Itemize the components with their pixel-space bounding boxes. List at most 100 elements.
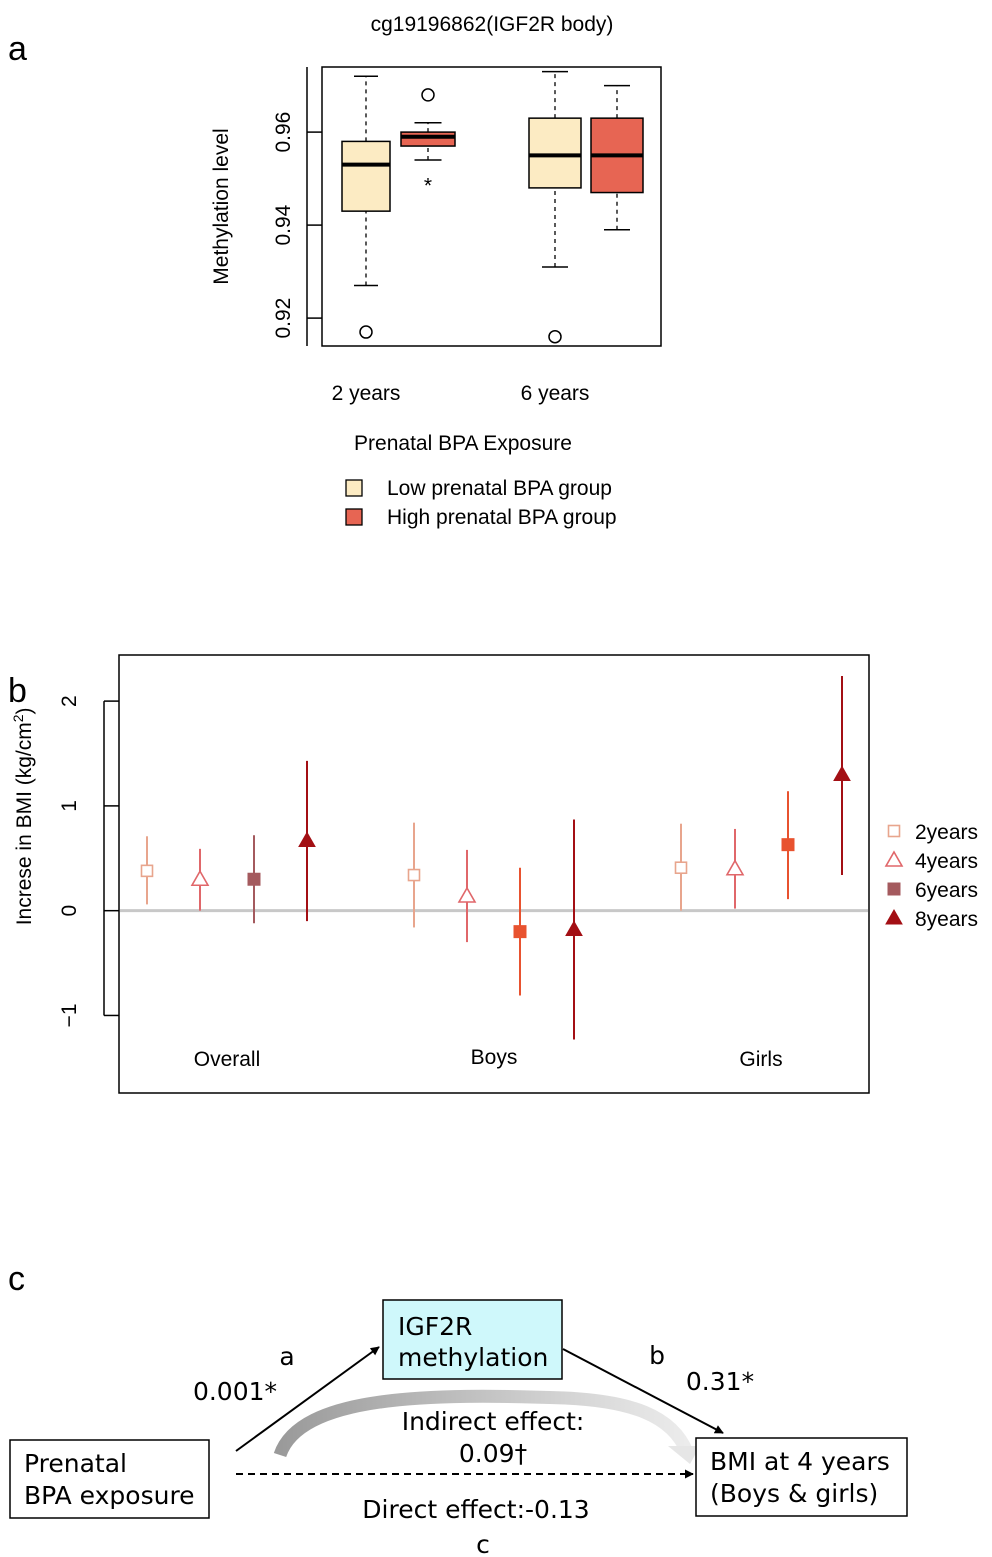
legend-label: Low prenatal BPA group: [387, 477, 612, 500]
chart-b-y-tick-label: 1: [58, 800, 81, 812]
indirect-effect-arc: [273, 1389, 694, 1458]
chart-b-y-tick-label: 0: [58, 905, 81, 917]
path-b-label: b: [649, 1341, 665, 1370]
legend-label: High prenatal BPA group: [387, 506, 617, 529]
point-marker-filled-triangle: [833, 765, 851, 781]
legend-label: 6years: [915, 879, 978, 902]
point-marker-open-square: [674, 861, 688, 875]
chart-a-plot-frame: [321, 66, 662, 347]
box-outlier: [421, 88, 435, 102]
chart-a-title: cg19196862(IGF2R body): [371, 13, 614, 36]
point-marker-open-square: [140, 864, 154, 878]
box-outlier: [548, 329, 562, 344]
indirect-effect-value: 0.09†: [459, 1439, 527, 1468]
chart-b-category-label: Overall: [194, 1048, 261, 1071]
chart-b-y-tick-label: −1: [58, 1003, 81, 1027]
box-1-0: [528, 70, 582, 344]
chart-a-x-categories: 2 years 6 years: [332, 382, 590, 405]
point-2years-Overall: [140, 836, 154, 905]
point-2years-Boys: [407, 822, 421, 928]
point-4years-Boys: [457, 849, 477, 943]
chart-a-x-category: 6 years: [521, 382, 590, 405]
chart-b-y-axis: −1 0 1 2: [58, 695, 119, 1027]
point-marker-open-square: [887, 824, 901, 838]
chart-b-legend: 2years 4years 6years 8years: [884, 821, 978, 931]
point-marker-open-triangle: [457, 886, 477, 903]
point-6years-Boys: [513, 867, 527, 996]
path-b-arrow: [562, 1348, 724, 1434]
box-outlier: [359, 325, 373, 339]
box-0-1: [400, 88, 456, 161]
panel-c: c IGF2R methylation Prenatal BPA exposur…: [8, 1260, 908, 1557]
chart-a-boxes: *: [341, 70, 644, 344]
point-marker-filled-square: [247, 872, 261, 886]
point-8years-Overall: [298, 760, 316, 922]
path-a-arrow: [235, 1346, 380, 1452]
chart-b-points: [140, 675, 851, 1040]
path-a-label: a: [279, 1342, 294, 1371]
box-body: [400, 131, 456, 147]
path-a-value: 0.001*: [193, 1377, 277, 1406]
outcome-label-line1: BMI at 4 years: [710, 1447, 890, 1476]
box-body: [528, 117, 582, 189]
point-marker-filled-triangle: [565, 920, 583, 937]
point-marker-open-triangle: [190, 869, 210, 887]
box-body: [341, 140, 391, 212]
chart-b-categories: Overall Boys Girls: [194, 1046, 783, 1071]
chart-a-legend: Low prenatal BPA group High prenatal BPA …: [345, 477, 617, 529]
point-6years-Girls: [781, 791, 795, 900]
point-marker-filled-triangle: [298, 831, 316, 847]
legend-label: 4years: [915, 850, 978, 873]
chart-a-y-tick-label: 0.94: [272, 204, 295, 245]
legend-label: 8years: [915, 908, 978, 931]
point-8years-Boys: [565, 819, 583, 1040]
chart-b-y-label: Increse in BMI (kg/cm2): [10, 707, 36, 925]
exposure-box: [9, 1439, 210, 1519]
mediator-label-line2: methylation: [398, 1343, 548, 1372]
panel-letter-c: c: [8, 1260, 25, 1298]
significance-star: *: [424, 175, 432, 198]
mediator-label-line1: IGF2R: [398, 1312, 472, 1341]
direct-effect-label: Direct effect:-0.13: [362, 1495, 589, 1524]
chart-a-y-tick-label: 0.92: [272, 298, 295, 339]
point-marker-filled-square: [887, 882, 901, 896]
panel-letter-b: b: [8, 672, 27, 710]
point-marker-filled-square: [513, 925, 527, 939]
indirect-effect-arrowhead: [668, 1446, 700, 1464]
panel-a: a cg19196862(IGF2R body) 0.92 0.94 0.96 Me…: [8, 13, 662, 529]
box-0-0: [341, 75, 391, 339]
point-4years-Overall: [190, 848, 210, 911]
panel-letter-a: a: [8, 30, 27, 68]
exposure-label-line2: BPA exposure: [24, 1481, 195, 1510]
chart-b-plot-frame: [118, 654, 870, 1094]
outcome-box: [695, 1437, 908, 1517]
outcome-label-line2: (Boys & girls): [710, 1479, 878, 1508]
chart-b-category-label: Boys: [471, 1046, 518, 1069]
box-1-1: [590, 84, 644, 231]
path-c-label: c: [476, 1530, 490, 1557]
chart-a-x-category: 2 years: [332, 382, 401, 405]
point-2years-Girls: [674, 823, 688, 911]
legend-label: 2years: [915, 821, 978, 844]
point-marker-open-triangle: [884, 850, 904, 867]
point-marker-open-triangle: [725, 859, 745, 876]
chart-a-y-tick-label: 0.96: [272, 112, 295, 153]
chart-b-category-label: Girls: [739, 1048, 782, 1071]
path-b-value: 0.31*: [686, 1367, 754, 1396]
chart-a-y-label: Methylation level: [210, 128, 233, 284]
point-marker-filled-square: [781, 838, 795, 852]
point-6years-Overall: [247, 835, 261, 924]
point-8years-Girls: [833, 675, 851, 876]
point-marker-open-square: [407, 868, 421, 882]
mediator-box: [382, 1299, 563, 1380]
chart-b-y-tick-label: 2: [58, 695, 81, 707]
indirect-effect-label: Indirect effect:: [402, 1407, 585, 1436]
chart-a-y-axis: 0.92 0.94 0.96: [272, 67, 322, 346]
point-marker-filled-triangle: [885, 908, 903, 925]
legend-swatch: [345, 508, 363, 526]
chart-a-x-label: Prenatal BPA Exposure: [354, 432, 572, 455]
panel-b: b −1 0 1 2 Increse in BMI (kg/cm2) Overall B…: [8, 654, 978, 1094]
legend-swatch: [345, 479, 363, 497]
point-4years-Girls: [725, 828, 745, 909]
